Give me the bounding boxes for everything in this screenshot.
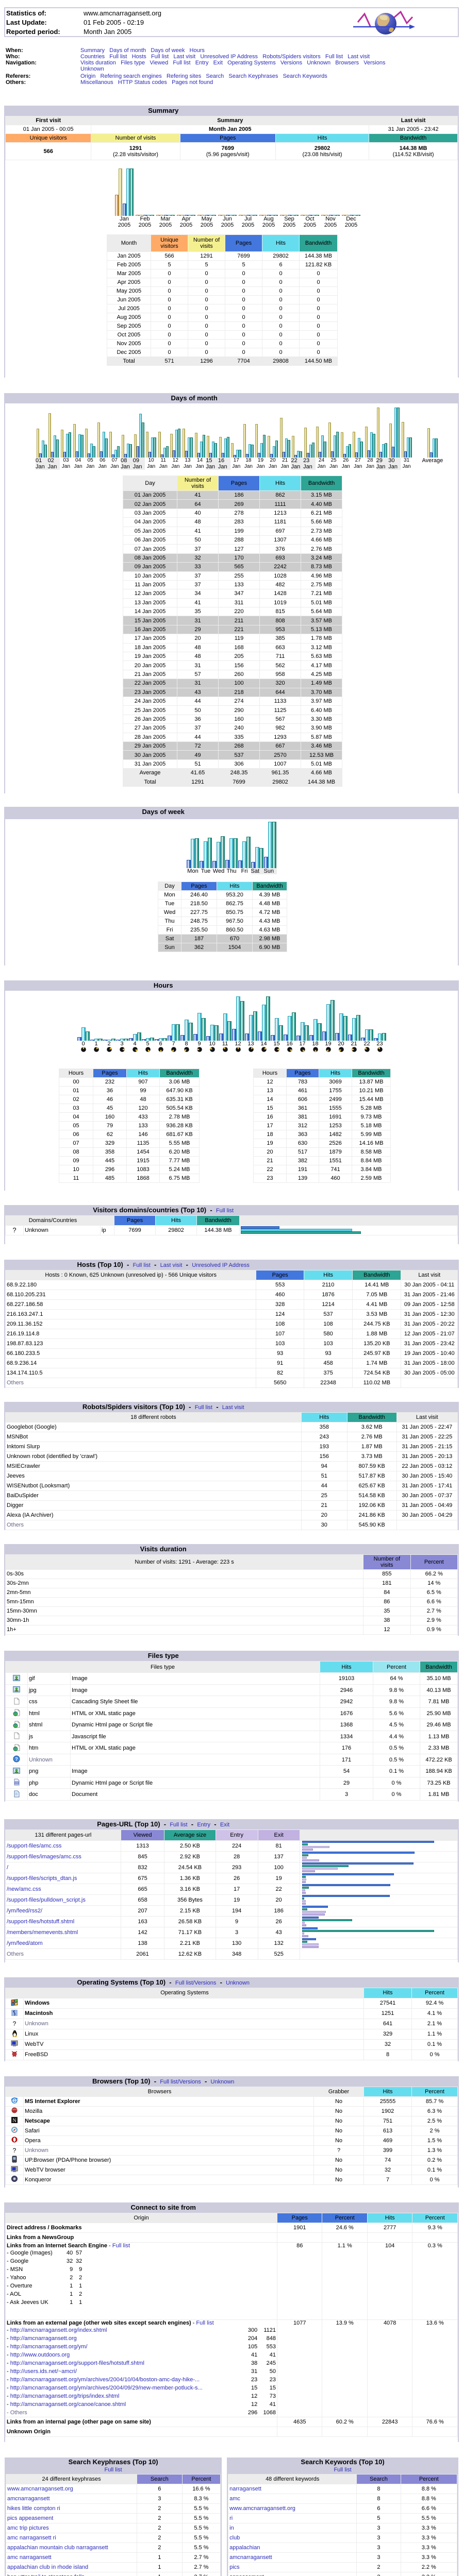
- svg-text:N: N: [12, 2118, 16, 2124]
- svg-text:?: ?: [15, 1757, 18, 1762]
